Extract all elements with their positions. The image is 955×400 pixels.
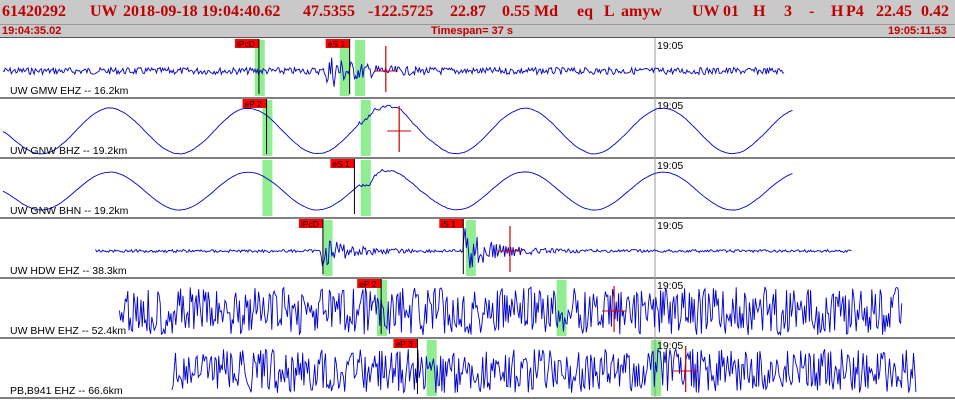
pick-label: iPcD (301, 219, 319, 229)
pick-label: eP 3 (395, 339, 413, 349)
event-latitude: 47.5355 (303, 3, 355, 20)
waveform (2, 168, 793, 211)
pick-window (377, 280, 387, 336)
time-tick-label: 19:05 (657, 100, 683, 112)
event-h2: H (831, 3, 844, 20)
event-h: H (753, 3, 766, 20)
trace-panel[interactable]: 19:05 iPcD iS 1 UW HDW EHZ -- 38.3km (0, 218, 955, 279)
station-label: UW BHW EHZ -- 52.4km (10, 325, 126, 337)
pick-window (465, 220, 476, 276)
trace-panel[interactable]: 19:05 eS 1 UW GNW BHN -- 19.2km (0, 158, 955, 219)
event-n3: 3 (784, 3, 792, 20)
pick-marker[interactable] (393, 339, 418, 348)
event-network-2: UW (692, 3, 720, 20)
timespan-label: Timespan= 37 s (431, 25, 514, 37)
pick-marker[interactable] (325, 39, 350, 48)
pick-marker[interactable] (234, 39, 259, 48)
waveform (118, 286, 903, 337)
pick-label: eP 2 (245, 99, 263, 109)
event-depth: 22.87 (450, 3, 486, 20)
station-label: UW GNW BHN -- 19.2km (10, 205, 129, 217)
pick-label: iS 1 (441, 219, 456, 229)
pick-window (360, 160, 371, 216)
pick-window (355, 40, 366, 96)
station-label: UW GMW EHZ -- 16.2km (10, 85, 129, 97)
time-tick-label: 19:05 (657, 220, 683, 232)
event-magnitude: 0.55 Md (502, 3, 558, 20)
station-label: UW HDW EHZ -- 38.3km (10, 265, 127, 277)
event-longitude: -122.5725 (368, 3, 434, 20)
end-time: 19:05:11.53 (888, 25, 947, 37)
start-time: 19:04:35.02 (2, 25, 62, 37)
waveform (95, 228, 852, 269)
pick-window (262, 160, 273, 216)
event-summary-header: 61420292 UW 2018-09-18 19:04:40.62 47.53… (0, 0, 955, 24)
event-datetime: 2018-09-18 19:04:40.62 (123, 3, 281, 20)
event-f2: 0.42 (921, 3, 949, 20)
waveform (171, 347, 917, 394)
pick-label: eS 1 (328, 39, 346, 49)
pick-window (556, 280, 567, 336)
event-id: 61420292 (2, 3, 66, 20)
pick-window (262, 100, 273, 156)
time-tick-label: 19:05 (657, 160, 683, 172)
pick-label: iPcD (237, 39, 255, 49)
event-user: amyw (621, 3, 662, 20)
time-tick-label: 19:05 (657, 340, 683, 352)
pick-marker[interactable] (330, 159, 355, 168)
pick-marker[interactable] (439, 219, 464, 228)
waveform (2, 104, 793, 155)
pick-window (360, 100, 371, 156)
pick-window (339, 40, 350, 96)
trace-panel[interactable]: 19:05 iPcD eS 1 UW GMW EHZ -- 16.2km (0, 38, 955, 99)
trace-panel[interactable]: 19:05 eP 3 PB,B941 EHZ -- 66.6km (0, 338, 955, 399)
waveform (2, 57, 785, 87)
event-p4: P4 (846, 3, 864, 20)
pick-window (254, 40, 265, 96)
time-range-bar: 19:04:35.02 Timespan= 37 s 19:05:11.53 (0, 24, 955, 38)
time-tick-label: 19:05 (657, 40, 683, 52)
pick-window (322, 220, 333, 276)
station-label: PB,B941 EHZ -- 66.6km (10, 385, 123, 397)
event-type: eq (577, 3, 593, 20)
event-f1: 22.45 (876, 3, 912, 20)
pick-marker[interactable] (357, 279, 382, 288)
seismogram-panel[interactable]: 19:05 iPcD eS 1 UW GMW EHZ -- 16.2km 19:05 eP… (0, 38, 955, 400)
trace-panel[interactable]: 19:05 eP 2 UW GNW BHZ -- 19.2km (0, 98, 955, 159)
event-flag: L (604, 3, 615, 20)
pick-label: eP 2 (359, 279, 377, 289)
event-dash: - (809, 3, 815, 20)
pick-label: eS 1 (332, 159, 350, 169)
time-tick-label: 19:05 (657, 280, 683, 292)
pick-marker[interactable] (242, 99, 267, 108)
trace-panel[interactable]: 19:05 eP 2 UW BHW EHZ -- 52.4km (0, 278, 955, 339)
event-version: 01 (723, 3, 739, 20)
event-network: UW (90, 3, 118, 20)
pick-marker[interactable] (298, 219, 323, 228)
station-label: UW GNW BHZ -- 19.2km (10, 145, 128, 157)
